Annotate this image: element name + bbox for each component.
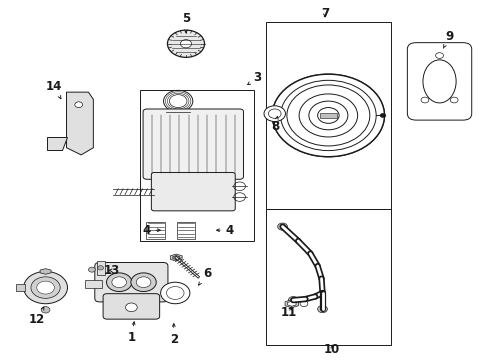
Circle shape [166, 287, 183, 300]
Circle shape [449, 97, 457, 103]
Text: 7: 7 [320, 7, 328, 20]
Circle shape [98, 266, 103, 270]
Circle shape [317, 306, 327, 313]
Circle shape [280, 80, 375, 150]
Text: 4: 4 [216, 224, 234, 237]
Circle shape [272, 74, 384, 157]
Text: 1: 1 [127, 322, 135, 344]
Circle shape [160, 282, 189, 304]
Circle shape [277, 223, 287, 230]
Bar [16, 284, 25, 291]
Text: 4: 4 [142, 224, 160, 237]
Circle shape [420, 97, 428, 103]
Circle shape [318, 108, 337, 123]
FancyBboxPatch shape [95, 262, 167, 302]
Text: 3: 3 [247, 71, 261, 85]
Text: 14: 14 [46, 80, 62, 99]
Polygon shape [172, 256, 179, 260]
Circle shape [31, 277, 60, 298]
Polygon shape [66, 92, 93, 155]
Text: 9: 9 [443, 30, 452, 48]
FancyBboxPatch shape [407, 42, 471, 120]
Bar [146, 222, 164, 239]
Text: 11: 11 [280, 306, 296, 319]
Circle shape [75, 102, 82, 108]
Polygon shape [287, 301, 295, 306]
Bar [85, 280, 102, 288]
Text: 12: 12 [29, 307, 45, 327]
Circle shape [299, 94, 357, 137]
Text: 6: 6 [198, 267, 211, 285]
Text: 2: 2 [169, 324, 178, 346]
Circle shape [41, 307, 50, 313]
Text: 5: 5 [182, 12, 190, 33]
Circle shape [112, 277, 126, 288]
Text: 13: 13 [103, 264, 120, 277]
FancyBboxPatch shape [143, 109, 243, 179]
Circle shape [435, 53, 443, 58]
Circle shape [264, 106, 285, 122]
Bar [140, 90, 254, 241]
Bar [176, 222, 195, 239]
Bar [319, 113, 336, 118]
Circle shape [125, 303, 137, 312]
Polygon shape [47, 137, 66, 149]
Circle shape [308, 101, 347, 130]
Circle shape [379, 113, 385, 118]
Polygon shape [40, 269, 51, 274]
Text: 10: 10 [324, 343, 340, 356]
Bar [97, 261, 104, 275]
Circle shape [136, 277, 151, 288]
Text: 8: 8 [270, 116, 279, 133]
FancyBboxPatch shape [151, 172, 235, 211]
Circle shape [131, 273, 156, 292]
Bar [266, 22, 390, 209]
Bar [266, 209, 390, 345]
Circle shape [23, 271, 67, 304]
Polygon shape [285, 300, 298, 308]
Circle shape [88, 267, 95, 272]
Circle shape [167, 30, 204, 57]
Circle shape [37, 281, 54, 294]
Circle shape [180, 40, 191, 48]
Circle shape [268, 109, 281, 118]
Circle shape [288, 297, 298, 304]
FancyBboxPatch shape [103, 294, 159, 319]
Polygon shape [170, 254, 182, 261]
Circle shape [106, 273, 132, 292]
